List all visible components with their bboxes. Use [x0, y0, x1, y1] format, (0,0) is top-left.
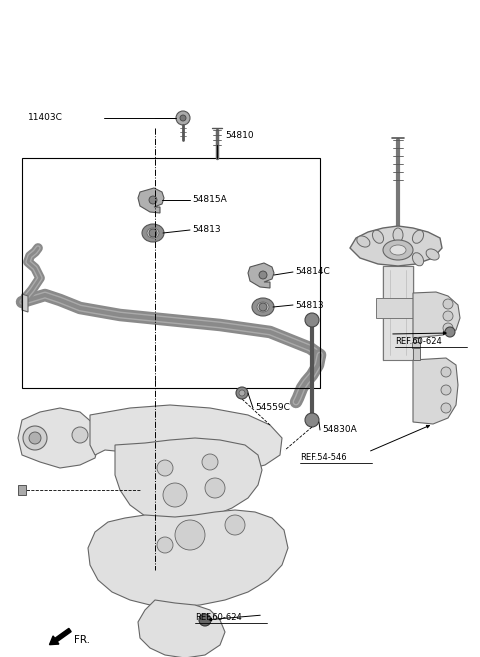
- Ellipse shape: [252, 298, 274, 316]
- Polygon shape: [412, 342, 420, 348]
- Circle shape: [236, 387, 248, 399]
- Text: 54813: 54813: [192, 225, 221, 235]
- Polygon shape: [22, 294, 28, 312]
- Circle shape: [443, 299, 453, 309]
- Circle shape: [305, 313, 319, 327]
- Circle shape: [202, 454, 218, 470]
- Circle shape: [149, 229, 157, 237]
- Ellipse shape: [412, 253, 423, 266]
- Bar: [18, 485, 26, 495]
- Polygon shape: [413, 358, 458, 424]
- Ellipse shape: [412, 230, 423, 243]
- Circle shape: [305, 413, 319, 427]
- Circle shape: [175, 520, 205, 550]
- Polygon shape: [115, 438, 262, 522]
- Circle shape: [72, 427, 88, 443]
- Ellipse shape: [142, 224, 164, 242]
- Circle shape: [29, 432, 41, 444]
- Polygon shape: [376, 298, 420, 318]
- Circle shape: [163, 483, 187, 507]
- Circle shape: [176, 111, 190, 125]
- Ellipse shape: [393, 228, 403, 242]
- Circle shape: [23, 426, 47, 450]
- Text: 54830A: 54830A: [322, 426, 357, 434]
- Ellipse shape: [257, 302, 269, 312]
- Text: 54813: 54813: [295, 300, 324, 309]
- Circle shape: [239, 390, 245, 396]
- Polygon shape: [413, 292, 460, 338]
- Polygon shape: [138, 188, 164, 213]
- Text: 54559C: 54559C: [255, 403, 290, 413]
- Circle shape: [445, 327, 455, 337]
- Bar: [22, 158, 320, 388]
- Ellipse shape: [383, 240, 413, 260]
- Circle shape: [199, 614, 211, 626]
- Polygon shape: [350, 226, 442, 266]
- Text: 54810: 54810: [225, 131, 253, 139]
- Ellipse shape: [372, 230, 384, 243]
- Circle shape: [205, 478, 225, 498]
- Polygon shape: [413, 338, 420, 360]
- Text: REF.60-624: REF.60-624: [195, 614, 242, 622]
- Ellipse shape: [147, 228, 159, 238]
- Polygon shape: [138, 600, 225, 657]
- Circle shape: [157, 460, 173, 476]
- Circle shape: [259, 271, 267, 279]
- Polygon shape: [248, 263, 274, 288]
- Circle shape: [259, 303, 267, 311]
- Polygon shape: [383, 266, 413, 360]
- Circle shape: [443, 323, 453, 333]
- Circle shape: [441, 385, 451, 395]
- Ellipse shape: [357, 236, 370, 247]
- Circle shape: [157, 537, 173, 553]
- Polygon shape: [88, 510, 288, 607]
- Circle shape: [443, 311, 453, 321]
- Ellipse shape: [426, 249, 439, 260]
- Circle shape: [225, 515, 245, 535]
- Circle shape: [441, 367, 451, 377]
- Text: FR.: FR.: [74, 635, 90, 645]
- Circle shape: [441, 403, 451, 413]
- Ellipse shape: [390, 245, 406, 255]
- Polygon shape: [90, 405, 282, 472]
- Text: REF.60-624: REF.60-624: [395, 338, 442, 346]
- Circle shape: [180, 115, 186, 121]
- Text: 11403C: 11403C: [28, 114, 63, 122]
- Text: REF.54-546: REF.54-546: [300, 453, 347, 463]
- Text: 54815A: 54815A: [192, 196, 227, 204]
- Circle shape: [149, 196, 157, 204]
- Text: 54814C: 54814C: [295, 267, 330, 277]
- FancyArrow shape: [49, 628, 71, 645]
- Polygon shape: [18, 408, 100, 468]
